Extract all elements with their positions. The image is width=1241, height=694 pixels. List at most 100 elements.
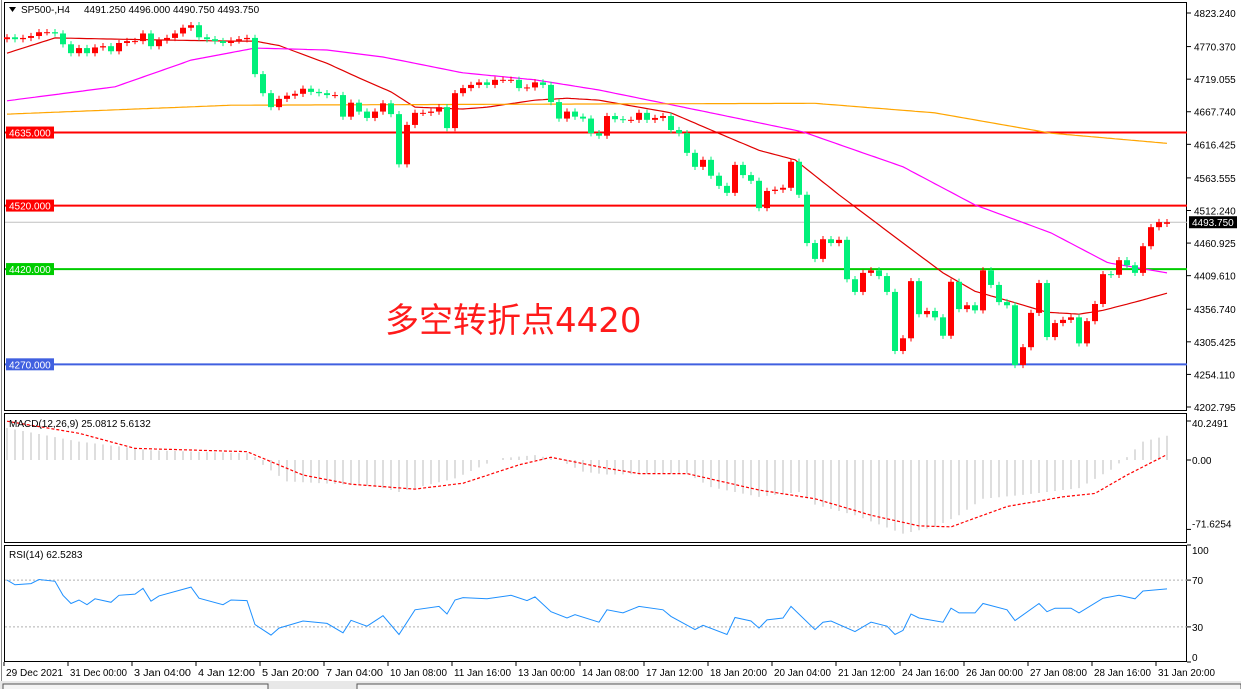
rsi-title: RSI(14) 62.5283 <box>9 550 83 561</box>
candle-down <box>932 310 938 318</box>
candle-up <box>100 46 106 48</box>
price-badge <box>6 199 54 212</box>
candle-up <box>628 119 634 121</box>
candle-up <box>180 27 186 34</box>
macd-tick-label: -71.6254 <box>1192 519 1232 530</box>
candle-up <box>20 37 26 40</box>
time-tick-label: 17 Jan 12:00 <box>646 668 703 679</box>
candle-down <box>748 175 754 181</box>
price-tick-label: 4770.370 <box>1194 43 1236 54</box>
candle-down <box>212 39 218 42</box>
candle-up <box>412 112 418 125</box>
candle-down <box>796 161 802 195</box>
time-tick-label: 5 Jan 20:00 <box>262 668 319 679</box>
candle-up <box>452 93 458 129</box>
candle-down <box>916 281 922 315</box>
candle-up <box>228 40 234 43</box>
annotation-text: 多空转折点4420 <box>385 301 642 341</box>
time-tick-label: 21 Jan 12:00 <box>838 668 895 679</box>
candle-down <box>484 82 490 85</box>
candle-down <box>548 84 554 103</box>
candle-up <box>1036 283 1042 313</box>
candle-down <box>892 291 898 351</box>
candle-up <box>164 37 170 41</box>
candle-down <box>356 102 362 112</box>
rsi-tick-label: 30 <box>1192 623 1204 634</box>
moving-averages <box>6 37 1168 315</box>
candle-up <box>900 338 906 351</box>
candle-up <box>4 37 10 40</box>
rsi-axis: 100 70 30 0 <box>1187 544 1209 664</box>
candle-up <box>44 32 50 34</box>
candle-down <box>852 279 858 292</box>
candle-up <box>1148 227 1154 247</box>
time-tick-label: 31 Dec 00:00 <box>70 668 127 679</box>
candle-down <box>204 37 210 40</box>
price-badge-label: 4635.000 <box>9 129 51 140</box>
candle-down <box>972 305 978 311</box>
candle-down <box>1044 283 1050 338</box>
candle-up <box>188 25 194 28</box>
candle-up <box>908 281 914 339</box>
candle-up <box>508 79 514 81</box>
candle-up <box>236 39 242 41</box>
macd-tick-label: 0.00 <box>1192 456 1212 467</box>
candles <box>4 22 1170 369</box>
candle-up <box>604 116 610 136</box>
candle-down <box>676 129 682 134</box>
candle-up <box>772 189 778 191</box>
candle-up <box>1116 260 1122 275</box>
price-tick-label: 4305.425 <box>1194 338 1236 349</box>
candle-up <box>500 79 506 81</box>
candle-up <box>116 42 122 52</box>
candle-up <box>1060 319 1066 324</box>
triangle-down-icon[interactable] <box>9 7 16 12</box>
candle-down <box>340 95 346 117</box>
time-axis: 29 Dec 2021 31 Dec 00:00 3 Jan 04:00 4 Jan … <box>3 662 1215 679</box>
candle-up <box>1020 347 1026 365</box>
candle-down <box>724 185 730 193</box>
candle-down <box>588 118 594 134</box>
candle-down <box>60 33 66 45</box>
candle-down <box>828 239 834 244</box>
moving-average-line <box>6 37 1168 315</box>
candle-up <box>1140 246 1146 273</box>
price-badges: 4635.000 4520.000 4420.000 4270.000 4493.750 <box>6 126 1237 371</box>
candle-up <box>868 270 874 273</box>
candle-up <box>332 95 338 97</box>
candle-up <box>524 87 530 89</box>
candle-up <box>156 40 162 47</box>
price-tick-label: 4202.795 <box>1194 403 1236 414</box>
price-badge <box>6 263 54 276</box>
candle-down <box>716 175 722 186</box>
candle-up <box>924 310 930 315</box>
candle-up <box>652 117 658 120</box>
candle-up <box>348 102 354 117</box>
chart-tab[interactable] <box>356 683 1241 691</box>
candle-up <box>1052 323 1058 338</box>
candle-down <box>252 37 258 75</box>
candle-down <box>1124 260 1130 266</box>
price-tick-label: 4409.610 <box>1194 272 1236 283</box>
candle-up <box>284 95 290 99</box>
time-tick-label: 14 Jan 08:00 <box>582 668 639 679</box>
candle-up <box>964 305 970 310</box>
macd-title: MACD(12,26,9) 25.0812 5.6132 <box>9 419 151 430</box>
price-badge-label: 4493.750 <box>1192 218 1234 229</box>
candle-down <box>148 33 154 47</box>
macd-indicator <box>6 420 1168 534</box>
time-tick-label: 26 Jan 00:00 <box>966 668 1023 679</box>
candle-down <box>956 281 962 310</box>
candle-down <box>308 88 314 92</box>
candle-down <box>756 180 762 209</box>
price-tick-label: 4563.555 <box>1194 174 1236 185</box>
candle-up <box>276 98 282 108</box>
chart-tab[interactable] <box>2 683 269 691</box>
price-tick-label: 4616.425 <box>1194 140 1236 151</box>
candle-up <box>860 272 866 292</box>
candle-down <box>324 93 330 96</box>
candle-up <box>76 48 82 54</box>
candle-down <box>668 116 674 130</box>
candle-down <box>316 91 322 94</box>
